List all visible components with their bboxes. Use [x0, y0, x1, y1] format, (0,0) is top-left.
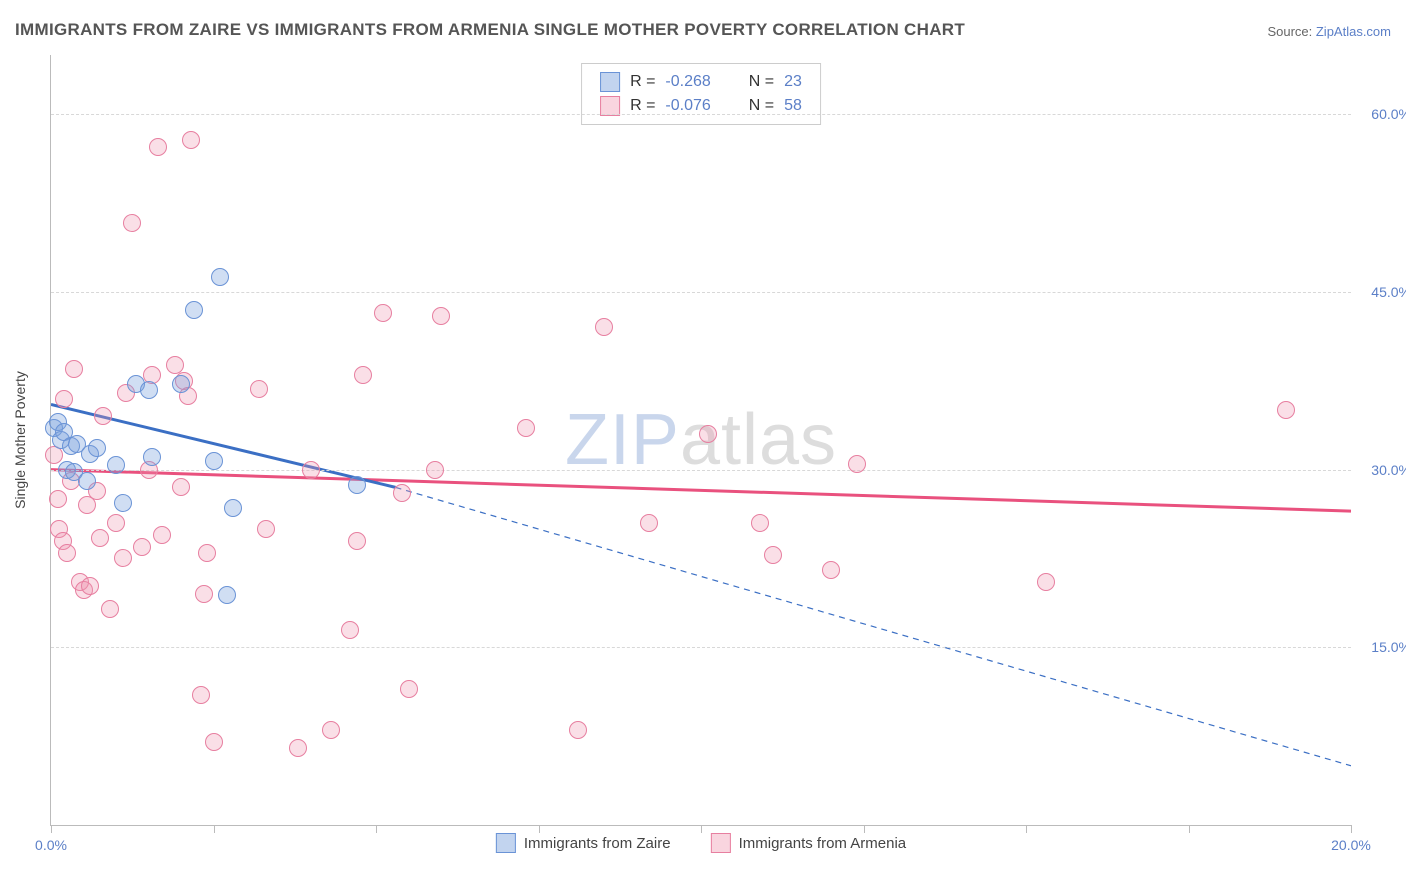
scatter-point	[65, 360, 83, 378]
scatter-point	[393, 484, 411, 502]
scatter-point	[172, 375, 190, 393]
source-attribution: Source: ZipAtlas.com	[1267, 24, 1391, 39]
scatter-point	[205, 452, 223, 470]
x-tick	[539, 825, 540, 833]
scatter-point	[354, 366, 372, 384]
scatter-point	[751, 514, 769, 532]
scatter-point	[114, 549, 132, 567]
r-label: R =	[630, 70, 655, 94]
scatter-point	[432, 307, 450, 325]
scatter-point	[250, 380, 268, 398]
scatter-point	[185, 301, 203, 319]
scatter-point	[149, 138, 167, 156]
series-name: Immigrants from Zaire	[524, 835, 671, 852]
correlation-legend-row: R = -0.268 N = 23	[600, 70, 802, 94]
y-tick-label: 30.0%	[1356, 462, 1406, 478]
scatter-point	[107, 456, 125, 474]
scatter-point	[78, 472, 96, 490]
r-value: -0.268	[665, 70, 710, 94]
scatter-point	[153, 526, 171, 544]
scatter-point	[195, 585, 213, 603]
scatter-point	[822, 561, 840, 579]
legend-swatch-icon	[600, 72, 620, 92]
n-value: 23	[784, 70, 802, 94]
scatter-point	[133, 538, 151, 556]
scatter-point	[302, 461, 320, 479]
legend-swatch-icon	[711, 833, 731, 853]
scatter-point	[55, 390, 73, 408]
scatter-point	[224, 499, 242, 517]
scatter-point	[81, 577, 99, 595]
legend-swatch-icon	[600, 96, 620, 116]
y-tick-label: 60.0%	[1356, 106, 1406, 122]
chart-title: IMMIGRANTS FROM ZAIRE VS IMMIGRANTS FROM…	[15, 20, 965, 40]
series-legend: Immigrants from Zaire Immigrants from Arm…	[496, 833, 906, 853]
scatter-point	[218, 586, 236, 604]
scatter-point	[257, 520, 275, 538]
gridline	[51, 292, 1351, 293]
chart-plot-area: ZIPatlas R = -0.268N = 23R = -0.076N = 5…	[50, 55, 1351, 826]
series-name: Immigrants from Armenia	[739, 835, 907, 852]
scatter-point	[595, 318, 613, 336]
scatter-point	[49, 490, 67, 508]
scatter-point	[640, 514, 658, 532]
scatter-point	[192, 686, 210, 704]
scatter-point	[182, 131, 200, 149]
scatter-point	[172, 478, 190, 496]
legend-swatch-icon	[496, 833, 516, 853]
gridline	[51, 647, 1351, 648]
y-tick-label: 15.0%	[1356, 639, 1406, 655]
scatter-point	[88, 439, 106, 457]
scatter-point	[374, 304, 392, 322]
y-tick-label: 45.0%	[1356, 284, 1406, 300]
scatter-point	[205, 733, 223, 751]
scatter-point	[569, 721, 587, 739]
source-label: Source:	[1267, 24, 1315, 39]
scatter-point	[289, 739, 307, 757]
series-legend-item: Immigrants from Armenia	[711, 833, 907, 853]
x-tick	[376, 825, 377, 833]
scatter-point	[114, 494, 132, 512]
gridline	[51, 470, 1351, 471]
source-link[interactable]: ZipAtlas.com	[1316, 24, 1391, 39]
scatter-point	[101, 600, 119, 618]
scatter-point	[348, 532, 366, 550]
x-tick	[1026, 825, 1027, 833]
x-tick	[864, 825, 865, 833]
scatter-point	[107, 514, 125, 532]
correlation-legend: R = -0.268N = 23R = -0.076N = 58	[581, 63, 821, 125]
scatter-point	[764, 546, 782, 564]
scatter-point	[94, 407, 112, 425]
scatter-point	[58, 544, 76, 562]
n-label: N =	[749, 70, 774, 94]
scatter-point	[198, 544, 216, 562]
gridline	[51, 114, 1351, 115]
scatter-point	[91, 529, 109, 547]
scatter-point	[1037, 573, 1055, 591]
scatter-point	[848, 455, 866, 473]
scatter-point	[140, 381, 158, 399]
x-tick	[1189, 825, 1190, 833]
watermark-zip: ZIP	[565, 400, 680, 480]
scatter-point	[400, 680, 418, 698]
scatter-point	[123, 214, 141, 232]
x-tick	[1351, 825, 1352, 833]
scatter-point	[341, 621, 359, 639]
scatter-point	[517, 419, 535, 437]
scatter-point	[348, 476, 366, 494]
scatter-point	[322, 721, 340, 739]
scatter-point	[143, 448, 161, 466]
x-tick	[214, 825, 215, 833]
y-axis-label: Single Mother Poverty	[12, 371, 28, 509]
x-tick	[51, 825, 52, 833]
scatter-point	[426, 461, 444, 479]
series-legend-item: Immigrants from Zaire	[496, 833, 671, 853]
scatter-point	[699, 425, 717, 443]
scatter-point	[1277, 401, 1295, 419]
x-tick-label: 20.0%	[1331, 837, 1371, 853]
x-tick-label: 0.0%	[35, 837, 67, 853]
x-tick	[701, 825, 702, 833]
scatter-point	[211, 268, 229, 286]
